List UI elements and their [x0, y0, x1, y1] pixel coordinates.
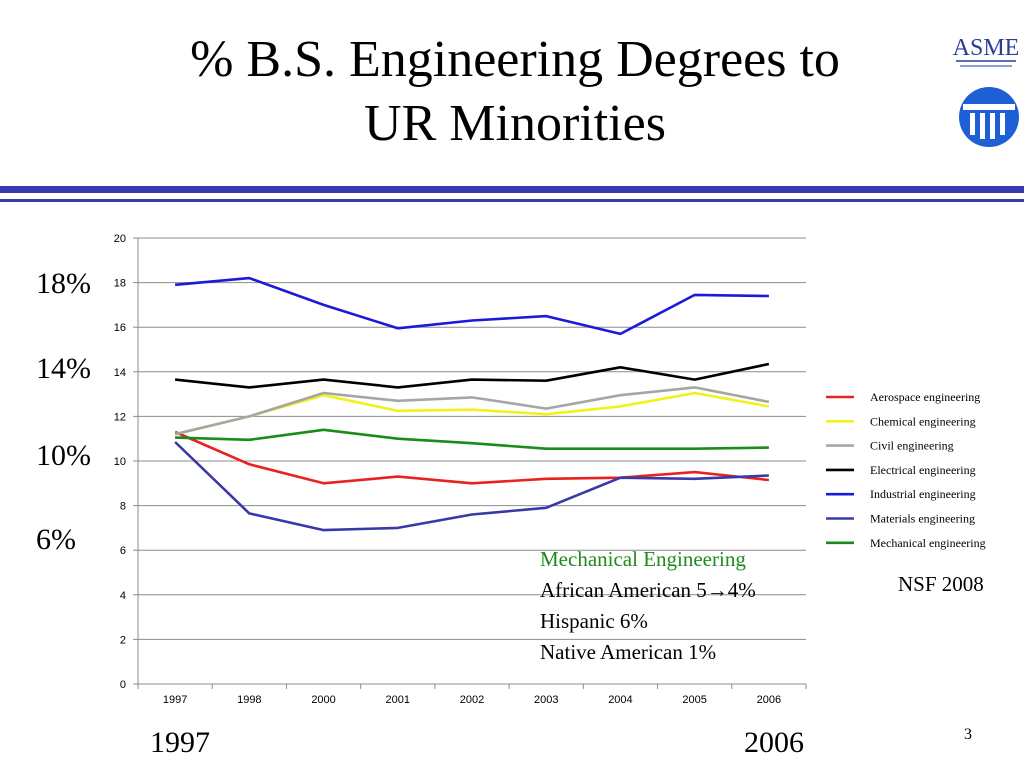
x-tick-label: 2004 — [608, 694, 632, 706]
y-tick-label: 10 — [114, 456, 126, 468]
note-line-african-american: African American 5→4% — [540, 578, 756, 602]
side-label-6: 6% — [36, 523, 76, 556]
x-tick-label: 2002 — [460, 694, 484, 706]
legend-label: Civil engineering — [870, 439, 954, 453]
source-label: NSF 2008 — [898, 572, 984, 596]
y-tick-label: 6 — [120, 545, 126, 557]
year-start-label: 1997 — [150, 726, 210, 759]
header-rule-thick — [0, 186, 1024, 193]
year-end-label: 2006 — [744, 726, 804, 759]
x-tick-label: 1998 — [237, 694, 261, 706]
series-line-civil-engineering — [174, 386, 770, 436]
y-tick-label: 14 — [114, 367, 126, 379]
y-tick-label: 20 — [114, 233, 126, 245]
legend-label: Aerospace engineering — [870, 390, 980, 404]
series-line-aerospace-engineering — [174, 430, 770, 485]
y-tick-label: 16 — [114, 322, 126, 334]
x-tick-label: 2000 — [311, 694, 335, 706]
note-heading: Mechanical Engineering — [540, 547, 746, 571]
y-tick-label: 18 — [114, 278, 126, 290]
page-number: 3 — [964, 726, 972, 743]
legend-label: Mechanical engineering — [870, 536, 986, 550]
slide-title-line1: % B.S. Engineering Degrees to — [190, 31, 840, 88]
legend-label: Electrical engineering — [870, 463, 976, 477]
legend-label: Industrial engineering — [870, 487, 976, 501]
series-line-industrial-engineering — [174, 276, 769, 336]
y-tick-label: 8 — [120, 501, 126, 513]
note-line-native-american: Native American 1% — [540, 640, 717, 664]
asme-logo-text: ASME — [953, 35, 1020, 61]
y-tick-label: 2 — [120, 634, 126, 646]
asme-seal-icon — [959, 87, 1019, 147]
side-label-14: 14% — [36, 352, 91, 385]
series-line-electrical-engineering — [174, 362, 770, 389]
legend-label: Chemical engineering — [870, 414, 976, 428]
y-tick-label: 0 — [120, 679, 126, 691]
x-tick-label: 2003 — [534, 694, 558, 706]
side-label-18: 18% — [36, 267, 91, 300]
mechanical-note: Mechanical Engineering African American … — [540, 544, 756, 668]
y-tick-label: 12 — [114, 411, 126, 423]
x-tick-label: 2005 — [682, 694, 706, 706]
side-label-10: 10% — [36, 439, 91, 472]
series-line-materials-engineering — [174, 441, 769, 532]
slide-title-line2: UR Minorities — [364, 95, 666, 152]
slide-title: % B.S. Engineering Degrees to UR Minorit… — [40, 28, 990, 156]
series-line-mechanical-engineering — [175, 428, 769, 451]
note-line-hispanic: Hispanic 6% — [540, 609, 648, 633]
x-tick-label: 1997 — [163, 694, 187, 706]
x-tick-label: 2001 — [386, 694, 410, 706]
header-rule-thin — [0, 199, 1024, 202]
x-tick-label: 2006 — [757, 694, 781, 706]
legend-label: Materials engineering — [870, 512, 975, 526]
series-line-chemical-engineering — [174, 391, 770, 436]
y-tick-label: 4 — [120, 590, 126, 602]
asme-logo: ASME — [950, 32, 1022, 67]
